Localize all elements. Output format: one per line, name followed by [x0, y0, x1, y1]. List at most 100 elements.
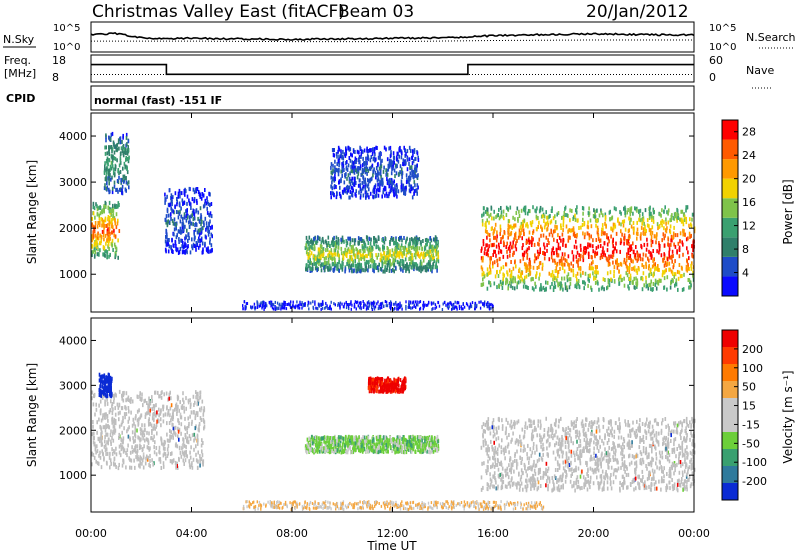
- velocity-cell: [101, 374, 104, 379]
- power-cell: [107, 236, 110, 241]
- power-cell: [625, 261, 627, 266]
- power-cell: [287, 303, 289, 306]
- ground-scatter-cell: [148, 463, 150, 467]
- power-cell: [398, 172, 400, 177]
- power-cell: [571, 250, 574, 255]
- power-cell: [126, 149, 129, 154]
- power-cell: [330, 165, 332, 170]
- power-cell: [431, 307, 433, 311]
- velocity-cell: [100, 379, 103, 384]
- power-cell: [578, 285, 581, 290]
- power-cell: [557, 211, 560, 215]
- power-cell: [333, 302, 335, 306]
- power-cell: [512, 250, 515, 255]
- power-cell: [691, 212, 694, 217]
- power-cell: [678, 247, 681, 252]
- power-cell: [669, 230, 672, 235]
- power-cell: [445, 303, 447, 307]
- power-cell: [576, 281, 578, 286]
- power-cell: [592, 266, 594, 271]
- power-cell: [105, 224, 108, 228]
- power-cell: [111, 155, 113, 160]
- power-cell: [378, 166, 381, 171]
- power-cell: [312, 240, 314, 245]
- power-cell: [283, 306, 286, 310]
- power-cell: [393, 269, 395, 274]
- power-cell: [92, 249, 94, 254]
- power-cell: [167, 238, 169, 242]
- power-cell: [502, 265, 505, 270]
- ground-scatter-cell: [147, 410, 150, 415]
- power-cell: [568, 228, 571, 233]
- power-cell: [198, 236, 200, 241]
- ground-scatter-cell: [109, 433, 112, 437]
- power-cell: [339, 305, 341, 308]
- power-cell: [118, 229, 121, 233]
- power-cell: [325, 260, 327, 265]
- ground-scatter-cell: [160, 436, 162, 441]
- power-cell: [202, 193, 205, 198]
- nsearch-tick-top: 10^5: [709, 23, 736, 34]
- power-cell: [206, 225, 208, 230]
- ground-scatter-cell: [112, 424, 115, 429]
- power-cell: [672, 231, 675, 236]
- ground-scatter-cell: [95, 459, 97, 464]
- power-cell: [387, 194, 390, 199]
- power-cell: [584, 271, 587, 276]
- power-cell: [126, 142, 128, 147]
- power-cell: [509, 205, 512, 210]
- ground-scatter-cell: [179, 412, 182, 417]
- power-cell: [642, 218, 645, 223]
- power-cell: [638, 267, 640, 272]
- power-cell: [195, 247, 197, 252]
- power-cell: [389, 145, 392, 150]
- power-cell: [285, 303, 287, 306]
- power-cell: [651, 218, 653, 222]
- power-cell: [419, 300, 422, 304]
- power-cell: [408, 182, 411, 187]
- freq-tick-bottom: 8: [52, 71, 59, 84]
- power-cell: [98, 205, 100, 210]
- ground-scatter-cell: [99, 455, 102, 460]
- power-cell: [366, 146, 368, 151]
- ground-scatter-cell: [117, 466, 120, 471]
- power-cell: [274, 307, 276, 311]
- power-cell: [196, 187, 199, 191]
- power-cell: [557, 233, 559, 238]
- power-cell: [314, 300, 316, 304]
- power-cell: [404, 148, 407, 153]
- power-cell: [434, 248, 437, 253]
- power-cell: [486, 243, 488, 248]
- ground-scatter-cell: [153, 404, 156, 409]
- power-cell: [474, 307, 476, 311]
- power-cell: [181, 198, 184, 203]
- power-cell: [343, 305, 345, 309]
- power-cell: [400, 179, 403, 184]
- power-cell: [597, 237, 600, 242]
- power-cell: [417, 173, 419, 178]
- power-cell: [405, 253, 408, 258]
- power-cell: [664, 269, 666, 274]
- power-cell: [199, 206, 202, 211]
- power-cell: [488, 306, 491, 310]
- power-cell: [409, 300, 412, 304]
- power-cell: [594, 212, 596, 217]
- power-cell: [620, 222, 622, 227]
- power-cell: [680, 209, 682, 214]
- power-cell: [376, 302, 378, 306]
- power-y-tick-label: 2000: [59, 222, 87, 235]
- power-cell: [256, 301, 259, 305]
- power-cell: [209, 225, 212, 230]
- power-cell: [629, 221, 631, 225]
- power-cell: [381, 182, 384, 187]
- power-cell: [469, 302, 472, 306]
- power-cell: [499, 228, 502, 233]
- power-cell: [105, 249, 107, 254]
- power-cell: [651, 287, 654, 292]
- power-cell: [113, 184, 116, 189]
- velocity-cell: [105, 379, 107, 384]
- power-colorbar-swatch: [722, 159, 738, 179]
- power-cell: [103, 204, 105, 209]
- ground-scatter-cell: [147, 419, 150, 424]
- power-cell: [554, 284, 557, 289]
